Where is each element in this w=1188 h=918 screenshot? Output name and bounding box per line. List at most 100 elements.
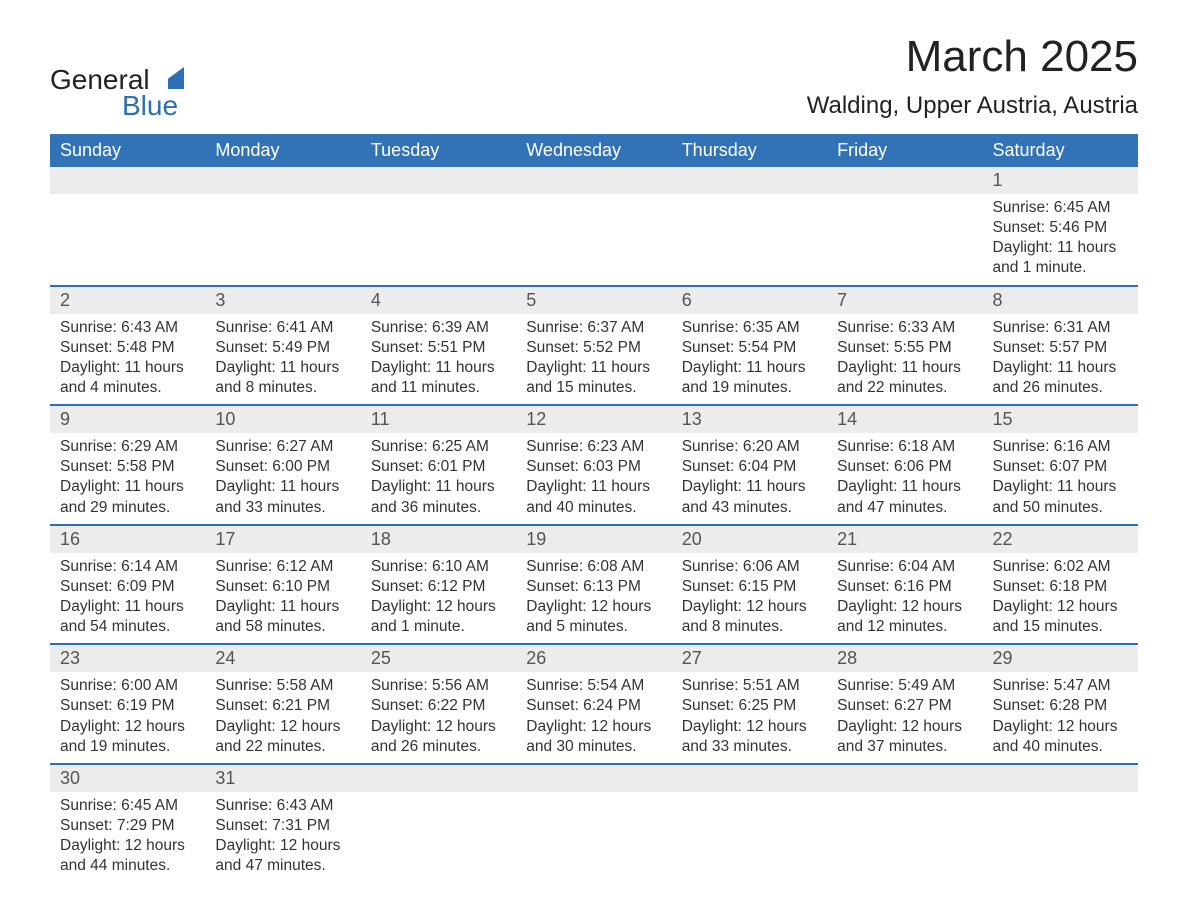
day-number-cell: 29	[983, 644, 1138, 672]
daylight-text: Daylight: 12 hours and 33 minutes.	[682, 717, 817, 757]
weekday-header: Thursday	[672, 134, 827, 167]
day-detail-cell	[827, 792, 982, 883]
sunset-text: Sunset: 5:49 PM	[215, 338, 350, 358]
daylight-text: Daylight: 12 hours and 8 minutes.	[682, 597, 817, 637]
day-number-cell: 8	[983, 286, 1138, 314]
day-detail-cell: Sunrise: 6:41 AMSunset: 5:49 PMDaylight:…	[205, 314, 360, 406]
daylight-text: Daylight: 12 hours and 1 minute.	[371, 597, 506, 637]
weekday-header: Wednesday	[516, 134, 671, 167]
day-number-cell: 13	[672, 405, 827, 433]
sunset-text: Sunset: 6:04 PM	[682, 457, 817, 477]
daylight-text: Daylight: 11 hours and 29 minutes.	[60, 477, 195, 517]
sunrise-text: Sunrise: 6:04 AM	[837, 557, 972, 577]
sunrise-text: Sunrise: 6:02 AM	[993, 557, 1128, 577]
day-number-cell: 22	[983, 525, 1138, 553]
sunrise-text: Sunrise: 6:27 AM	[215, 437, 350, 457]
day-detail-cell: Sunrise: 6:45 AMSunset: 7:29 PMDaylight:…	[50, 792, 205, 883]
daylight-text: Daylight: 12 hours and 44 minutes.	[60, 836, 195, 876]
day-detail-cell: Sunrise: 6:25 AMSunset: 6:01 PMDaylight:…	[361, 433, 516, 525]
day-detail-cell: Sunrise: 6:08 AMSunset: 6:13 PMDaylight:…	[516, 553, 671, 645]
day-number-cell: 9	[50, 405, 205, 433]
day-detail-cell: Sunrise: 5:58 AMSunset: 6:21 PMDaylight:…	[205, 672, 360, 764]
sunset-text: Sunset: 6:22 PM	[371, 696, 506, 716]
day-number-cell: 15	[983, 405, 1138, 433]
day-detail-cell: Sunrise: 6:16 AMSunset: 6:07 PMDaylight:…	[983, 433, 1138, 525]
day-number-cell: 5	[516, 286, 671, 314]
day-detail-cell	[50, 194, 205, 286]
logo: General Blue	[50, 56, 184, 120]
day-detail-cell	[361, 792, 516, 883]
sunset-text: Sunset: 6:25 PM	[682, 696, 817, 716]
daylight-text: Daylight: 11 hours and 50 minutes.	[993, 477, 1128, 517]
day-number-cell: 4	[361, 286, 516, 314]
sunrise-text: Sunrise: 6:12 AM	[215, 557, 350, 577]
day-number-cell	[983, 764, 1138, 792]
daylight-text: Daylight: 11 hours and 1 minute.	[993, 238, 1128, 278]
sunset-text: Sunset: 6:15 PM	[682, 577, 817, 597]
day-detail-cell	[983, 792, 1138, 883]
sunset-text: Sunset: 6:06 PM	[837, 457, 972, 477]
sunset-text: Sunset: 5:52 PM	[526, 338, 661, 358]
day-detail-cell	[516, 792, 671, 883]
daylight-text: Daylight: 11 hours and 58 minutes.	[215, 597, 350, 637]
day-number-cell	[672, 764, 827, 792]
month-title: March 2025	[807, 32, 1138, 82]
daylight-text: Daylight: 11 hours and 8 minutes.	[215, 358, 350, 398]
daylight-text: Daylight: 11 hours and 4 minutes.	[60, 358, 195, 398]
page-header: General Blue March 2025 Walding, Upper A…	[50, 32, 1138, 120]
sunrise-text: Sunrise: 6:23 AM	[526, 437, 661, 457]
day-detail-cell: Sunrise: 5:49 AMSunset: 6:27 PMDaylight:…	[827, 672, 982, 764]
sunset-text: Sunset: 6:24 PM	[526, 696, 661, 716]
day-number-cell: 24	[205, 644, 360, 672]
day-number-cell	[516, 764, 671, 792]
day-detail-cell: Sunrise: 6:39 AMSunset: 5:51 PMDaylight:…	[361, 314, 516, 406]
day-detail-cell	[205, 194, 360, 286]
logo-triangle-icon	[154, 67, 184, 89]
day-number-cell: 3	[205, 286, 360, 314]
sunrise-text: Sunrise: 6:14 AM	[60, 557, 195, 577]
day-detail-cell	[827, 194, 982, 286]
sunrise-text: Sunrise: 6:39 AM	[371, 318, 506, 338]
day-detail-cell	[672, 792, 827, 883]
sunset-text: Sunset: 5:54 PM	[682, 338, 817, 358]
day-detail-cell: Sunrise: 5:47 AMSunset: 6:28 PMDaylight:…	[983, 672, 1138, 764]
sunset-text: Sunset: 7:31 PM	[215, 816, 350, 836]
day-number-cell: 12	[516, 405, 671, 433]
day-number-cell: 27	[672, 644, 827, 672]
sunset-text: Sunset: 6:10 PM	[215, 577, 350, 597]
daylight-text: Daylight: 12 hours and 26 minutes.	[371, 717, 506, 757]
day-detail-cell: Sunrise: 6:33 AMSunset: 5:55 PMDaylight:…	[827, 314, 982, 406]
daylight-text: Daylight: 11 hours and 11 minutes.	[371, 358, 506, 398]
sunset-text: Sunset: 6:18 PM	[993, 577, 1128, 597]
sunrise-text: Sunrise: 6:31 AM	[993, 318, 1128, 338]
daylight-text: Daylight: 12 hours and 40 minutes.	[993, 717, 1128, 757]
sunset-text: Sunset: 6:27 PM	[837, 696, 972, 716]
sunrise-text: Sunrise: 6:00 AM	[60, 676, 195, 696]
sunset-text: Sunset: 5:55 PM	[837, 338, 972, 358]
daynum-row: 16171819202122	[50, 525, 1138, 553]
day-number-cell	[205, 167, 360, 194]
daylight-text: Daylight: 11 hours and 19 minutes.	[682, 358, 817, 398]
sunset-text: Sunset: 6:28 PM	[993, 696, 1128, 716]
sunrise-text: Sunrise: 6:33 AM	[837, 318, 972, 338]
location-text: Walding, Upper Austria, Austria	[807, 92, 1138, 120]
daylight-text: Daylight: 11 hours and 22 minutes.	[837, 358, 972, 398]
day-number-cell: 18	[361, 525, 516, 553]
day-detail-cell	[516, 194, 671, 286]
sunrise-text: Sunrise: 6:41 AM	[215, 318, 350, 338]
day-detail-cell: Sunrise: 6:14 AMSunset: 6:09 PMDaylight:…	[50, 553, 205, 645]
weekday-header: Monday	[205, 134, 360, 167]
sunset-text: Sunset: 6:19 PM	[60, 696, 195, 716]
day-number-cell: 7	[827, 286, 982, 314]
sunrise-text: Sunrise: 5:51 AM	[682, 676, 817, 696]
daylight-text: Daylight: 12 hours and 5 minutes.	[526, 597, 661, 637]
day-number-cell: 21	[827, 525, 982, 553]
detail-row: Sunrise: 6:43 AMSunset: 5:48 PMDaylight:…	[50, 314, 1138, 406]
detail-row: Sunrise: 6:45 AMSunset: 7:29 PMDaylight:…	[50, 792, 1138, 883]
day-detail-cell: Sunrise: 6:29 AMSunset: 5:58 PMDaylight:…	[50, 433, 205, 525]
day-detail-cell: Sunrise: 6:20 AMSunset: 6:04 PMDaylight:…	[672, 433, 827, 525]
day-number-cell: 1	[983, 167, 1138, 194]
sunrise-text: Sunrise: 5:56 AM	[371, 676, 506, 696]
day-number-cell: 6	[672, 286, 827, 314]
weekday-header: Tuesday	[361, 134, 516, 167]
